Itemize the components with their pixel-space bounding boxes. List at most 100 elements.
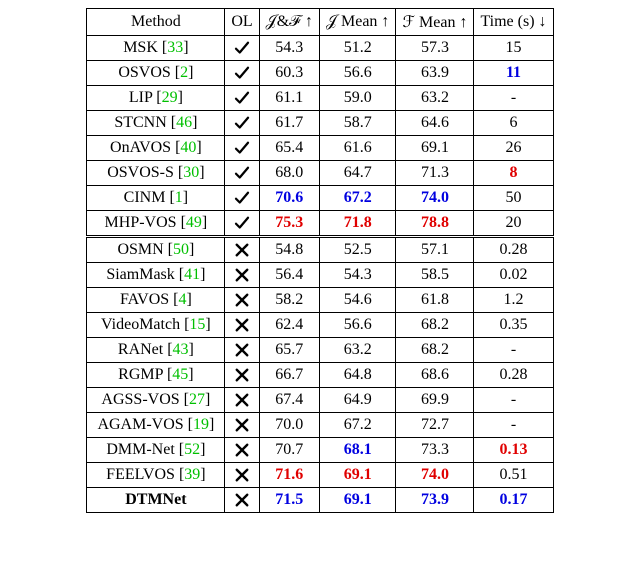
time-cell: 1.2 — [474, 288, 553, 313]
time-value: 0.35 — [500, 316, 528, 333]
time-cell: 50 — [474, 186, 553, 211]
time-cell: 0.02 — [474, 263, 553, 288]
time-cell: - — [474, 413, 553, 438]
time-value: - — [511, 341, 516, 358]
check-icon — [225, 161, 259, 186]
method-cell: OSMN [50] — [87, 237, 225, 263]
jmean-cell: 63.2 — [319, 338, 395, 363]
method-cell: RANet [43] — [87, 338, 225, 363]
jf-value: 71.6 — [275, 466, 303, 483]
cross-icon — [225, 413, 259, 438]
method-cell: AGAM-VOS [19] — [87, 413, 225, 438]
method-cell: SiamMask [41] — [87, 263, 225, 288]
method-name: RGMP — [118, 366, 163, 383]
jmean-value: 63.2 — [344, 341, 372, 358]
check-icon — [225, 211, 259, 237]
jmean-cell: 56.6 — [319, 313, 395, 338]
fmean-cell: 73.3 — [396, 438, 474, 463]
time-value: - — [511, 416, 516, 433]
method-cell: CINM [1] — [87, 186, 225, 211]
method-name: OnAVOS — [110, 139, 171, 156]
method-name: OSMN — [117, 241, 163, 258]
fmean-cell: 57.3 — [396, 36, 474, 61]
citation-ref: 39 — [184, 466, 200, 483]
jmean-value: 64.8 — [344, 366, 372, 383]
method-name: LIP — [129, 89, 152, 106]
time-value: 0.28 — [500, 241, 528, 258]
check-icon — [225, 111, 259, 136]
citation-ref: 41 — [184, 266, 200, 283]
jmean-value: 69.1 — [344, 491, 372, 508]
check-icon — [225, 186, 259, 211]
table-row: FEELVOS [39]71.669.174.00.51 — [87, 463, 553, 488]
fmean-value: 68.6 — [421, 366, 449, 383]
jmean-value: 71.8 — [344, 214, 372, 231]
jf-cell: 60.3 — [259, 61, 319, 86]
cross-icon — [225, 313, 259, 338]
citation-ref: 30 — [183, 164, 199, 181]
fmean-value: 73.3 — [421, 441, 449, 458]
jf-cell: 65.4 — [259, 136, 319, 161]
cross-icon — [225, 237, 259, 263]
table-row: OSVOS-S [30]68.064.771.38 — [87, 161, 553, 186]
jf-value: 54.8 — [275, 241, 303, 258]
table-row: RGMP [45]66.764.868.60.28 — [87, 363, 553, 388]
jf-cell: 58.2 — [259, 288, 319, 313]
jf-value: 60.3 — [275, 64, 303, 81]
method-cell: AGSS-VOS [27] — [87, 388, 225, 413]
method-cell: STCNN [46] — [87, 111, 225, 136]
fmean-cell: 68.2 — [396, 313, 474, 338]
time-cell: 6 — [474, 111, 553, 136]
method-cell: FEELVOS [39] — [87, 463, 225, 488]
time-value: 0.51 — [500, 466, 528, 483]
cross-icon — [225, 263, 259, 288]
citation-ref: 4 — [178, 291, 186, 308]
col-time: Time (s) ↓ — [474, 9, 553, 36]
time-cell: 0.35 — [474, 313, 553, 338]
jmean-value: 69.1 — [344, 466, 372, 483]
time-cell: 8 — [474, 161, 553, 186]
table-row: OnAVOS [40]65.461.669.126 — [87, 136, 553, 161]
fmean-value: 69.1 — [421, 139, 449, 156]
method-name: STCNN — [114, 114, 166, 131]
jf-value: 70.7 — [275, 441, 303, 458]
method-cell: MHP-VOS [49] — [87, 211, 225, 237]
jf-value: 70.0 — [275, 416, 303, 433]
jf-value: 61.7 — [275, 114, 303, 131]
time-value: 50 — [506, 189, 522, 206]
jf-value: 56.4 — [275, 266, 303, 283]
time-cell: 20 — [474, 211, 553, 237]
jf-cell: 70.0 — [259, 413, 319, 438]
jmean-cell: 69.1 — [319, 463, 395, 488]
jf-value: 75.3 — [275, 214, 303, 231]
citation-ref: 46 — [176, 114, 192, 131]
jmean-cell: 67.2 — [319, 186, 395, 211]
fmean-value: 68.2 — [421, 316, 449, 333]
citation-ref: 43 — [173, 341, 189, 358]
citation-ref: 1 — [175, 189, 183, 206]
jf-value: 65.4 — [275, 139, 303, 156]
jf-value: 71.5 — [275, 491, 303, 508]
time-value: 15 — [506, 39, 522, 56]
method-name: SiamMask — [106, 266, 174, 283]
cross-icon — [225, 463, 259, 488]
jf-cell: 68.0 — [259, 161, 319, 186]
jmean-cell: 59.0 — [319, 86, 395, 111]
jf-value: 65.7 — [275, 341, 303, 358]
fmean-value: 71.3 — [421, 164, 449, 181]
method-cell: MSK [33] — [87, 36, 225, 61]
jmean-value: 68.1 — [344, 441, 372, 458]
citation-ref: 19 — [193, 416, 209, 433]
method-name: RANet — [118, 341, 163, 358]
method-name: OSVOS — [118, 64, 170, 81]
table-row: FAVOS [4]58.254.661.81.2 — [87, 288, 553, 313]
jf-cell: 71.5 — [259, 488, 319, 513]
citation-ref: 49 — [186, 214, 202, 231]
table-row: MSK [33]54.351.257.315 — [87, 36, 553, 61]
jf-value: 67.4 — [275, 391, 303, 408]
time-value: 0.28 — [500, 366, 528, 383]
jf-cell: 61.7 — [259, 111, 319, 136]
cross-icon — [225, 288, 259, 313]
jf-cell: 54.3 — [259, 36, 319, 61]
citation-ref: 52 — [184, 441, 200, 458]
